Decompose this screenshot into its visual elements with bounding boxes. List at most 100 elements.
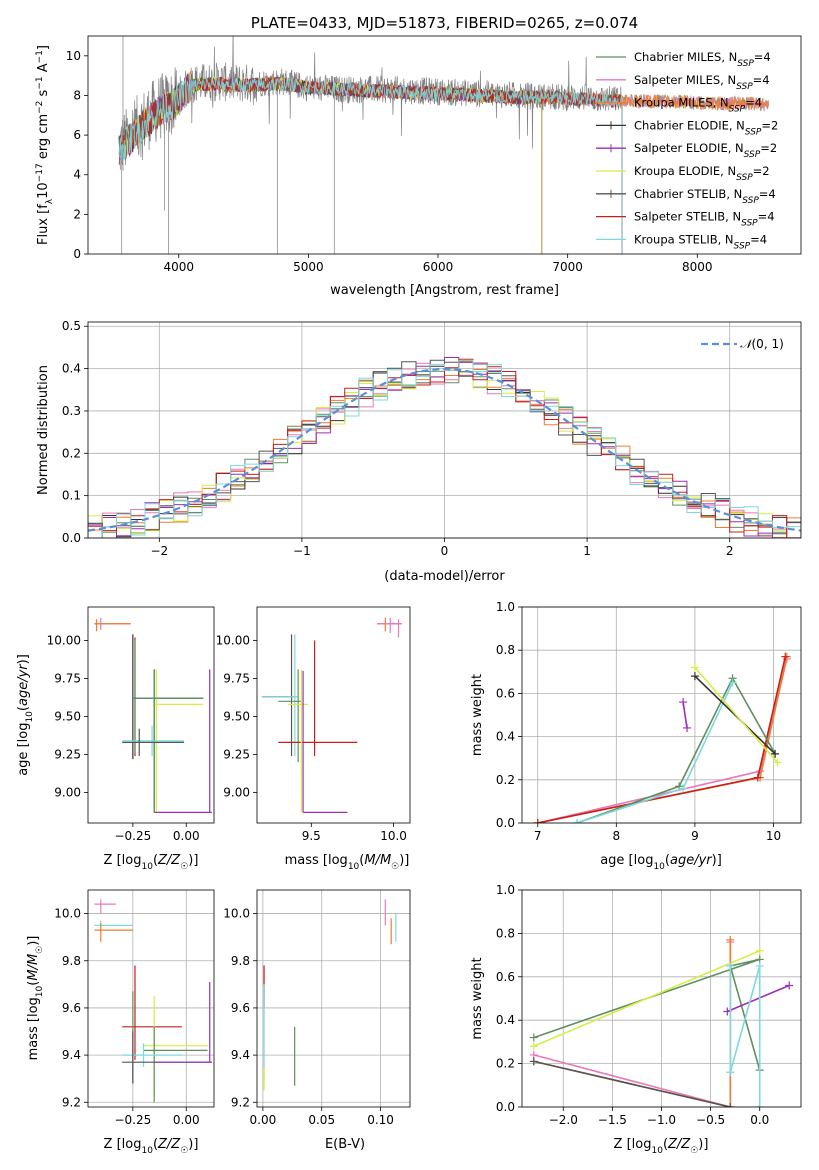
y-tick-label: 10.00 [47,633,81,647]
x-tick-label: 4000 [163,260,194,274]
model-spectrum-salpeter_stelib [118,76,623,254]
x-tick-label: 6000 [423,260,454,274]
y-tick-label: 9.50 [54,710,81,724]
y-tick-label: 0.8 [496,926,515,940]
chart-title: PLATE=0433, MJD=51873, FIBERID=0265, z=0… [251,14,638,32]
x-tick-label: 7000 [552,260,583,274]
plot-area [94,899,212,1103]
series-line-salpeter_stelib [537,656,787,823]
legend-label-salpeter_elodie: Salpeter ELODIE, NSSP=2 [634,141,777,160]
panel-age_vs_mass: 9.5 10.0 9.00 9.25 9.50 9.75 10.00 [216,606,411,843]
point-marker-chabrier_stelib [726,1103,735,1107]
y-tick-label: 0.1 [62,489,81,503]
axes-frame [256,606,411,824]
point-marker-kroupa_miles [726,935,735,944]
x-tick-label: 0.00 [250,1113,277,1127]
point-marker-kroupa_stelib [755,961,764,970]
y-axis-label: mass weight [470,674,485,756]
series-line-chabrier_miles [533,958,761,1071]
point-marker-kroupa_stelib [726,1068,735,1077]
x-tick-label: 9 [691,829,699,843]
y-tick-label: 8 [73,88,81,102]
x-axis-label: (data-model)/error [384,569,505,584]
legend-label-salpeter_miles: Salpeter MILES, NSSP=4 [634,73,770,92]
y-tick-label: 0.4 [62,362,81,376]
y-axis-label: age [log10(age/yr)] [16,654,35,776]
point-marker-kroupa_stelib [679,784,688,793]
y-tick-label: 4 [73,168,81,182]
legend-label-chabrier_miles: Chabrier MILES, NSSP=4 [634,50,771,69]
x-tick-label: −0.5 [696,1113,725,1127]
x-tick-label: 10.0 [380,829,407,843]
y-tick-label: 0.2 [62,446,81,460]
axes-frame [87,889,215,1108]
legend-label-salpeter_stelib: Salpeter STELIB, NSSP=4 [634,210,775,229]
y-tick-label: 1.0 [496,883,515,897]
point-marker-kroupa_elodie [529,1042,538,1051]
point-marker-kroupa_elodie [773,758,782,767]
histogram-kroupa_stelib [88,359,801,538]
plot-area [118,36,770,254]
x-tick-label: 0 [441,544,449,558]
panel-weight_vs_Z: −2.0 −1.5 −1.0 −0.5 0.0 0.0 0.2 0.4 0.6 0.8 1.0 [496,883,802,1127]
y-tick-label: 9.4 [231,1048,250,1062]
x-tick-label: −1 [293,544,311,558]
point-marker-chabrier_elodie [771,749,780,758]
y-tick-label: 0.4 [496,730,515,744]
y-tick-label: 9.50 [223,710,250,724]
plot-area [88,357,801,538]
axes-frame [87,35,802,255]
y-tick-label: 0.0 [496,816,515,830]
y-tick-label: 10.0 [54,907,81,921]
x-axis-label: Z [log10(Z/Z☉)] [104,1137,199,1156]
plot-area [263,899,397,1091]
x-tick-label: 8000 [682,260,713,274]
legend-label-kroupa_stelib: Kroupa STELIB, NSSP=4 [634,232,767,251]
x-axis-label: Z [log10(Z/Z☉)] [104,853,199,872]
legend-label-kroupa_miles: Kroupa MILES, NSSP=4 [634,96,762,115]
y-tick-label: 0.0 [62,531,81,545]
x-tick-label: 0.0 [750,1113,769,1127]
x-tick-label: 5000 [293,260,324,274]
y-tick-label: 0.5 [62,319,81,333]
point-marker-kroupa_stelib [573,819,582,823]
panel-residuals: −2 −1 0 1 2 0.0 0.1 0.2 0.3 0.4 0.5 [62,319,802,558]
panel-mass_vs_Z: −0.25 0.00 9.2 9.4 9.6 9.8 10.0 [54,889,215,1127]
series-line-salpeter_elodie [682,701,688,729]
y-tick-label: 9.00 [54,786,81,800]
x-tick-label: −0.25 [114,1113,151,1127]
model-spectrum-kroupa_stelib [118,74,623,254]
x-tick-label: 0.00 [173,829,200,843]
y-tick-label: 0.8 [496,643,515,657]
x-axis-label: Z [log10(Z/Z☉)] [614,1137,709,1156]
y-tick-label: 0.0 [496,1100,515,1114]
y-tick-label: 9.6 [62,1001,81,1015]
axes-frame [521,606,802,824]
x-tick-label: 1 [583,544,591,558]
point-marker-salpeter_stelib [781,652,790,661]
y-tick-label: 9.2 [231,1095,250,1109]
legend-label-kroupa_elodie: Kroupa ELODIE, NSSP=2 [634,164,770,183]
point-marker-kroupa_stelib [726,961,735,970]
point-marker-kroupa_stelib [728,678,737,687]
y-tick-label: 6 [73,128,81,142]
x-axis-label: age [log10(age/yr)] [600,853,722,872]
legend-label-chabrier_stelib: Chabrier STELIB, NSSP=4 [634,187,776,206]
point-marker-salpeter_elodie [785,981,794,990]
x-tick-label: 0.10 [367,1113,394,1127]
y-tick-label: 9.6 [231,1001,250,1015]
x-tick-label: −2 [150,544,168,558]
y-tick-label: 10.0 [223,907,250,921]
plot-area [533,652,791,823]
y-tick-label: 9.00 [223,786,250,800]
y-tick-label: 10 [66,49,81,63]
series-line-salpeter_elodie [726,984,790,1013]
y-tick-label: 10.00 [216,633,250,647]
panel-age_vs_Z: −0.25 0.00 9.00 9.25 9.50 9.75 10.00 [47,606,215,843]
series-line-kroupa_elodie [533,950,761,1047]
x-tick-label: 8 [612,829,620,843]
y-tick-label: 2 [73,207,81,221]
y-axis-label: mass weight [470,957,485,1039]
axes-frame [87,321,802,539]
